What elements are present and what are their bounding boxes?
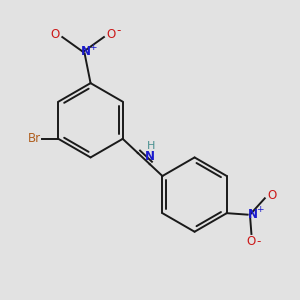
Text: O: O bbox=[247, 235, 256, 248]
Text: O: O bbox=[107, 28, 116, 41]
Text: O: O bbox=[50, 28, 59, 41]
Text: N: N bbox=[81, 45, 91, 58]
Text: -: - bbox=[257, 235, 261, 248]
Text: +: + bbox=[256, 206, 263, 214]
Text: H: H bbox=[147, 140, 155, 151]
Text: -: - bbox=[116, 24, 120, 37]
Text: O: O bbox=[268, 189, 277, 202]
Text: N: N bbox=[248, 208, 258, 221]
Text: +: + bbox=[89, 43, 97, 52]
Text: N: N bbox=[145, 150, 155, 163]
Text: Br: Br bbox=[27, 132, 40, 146]
